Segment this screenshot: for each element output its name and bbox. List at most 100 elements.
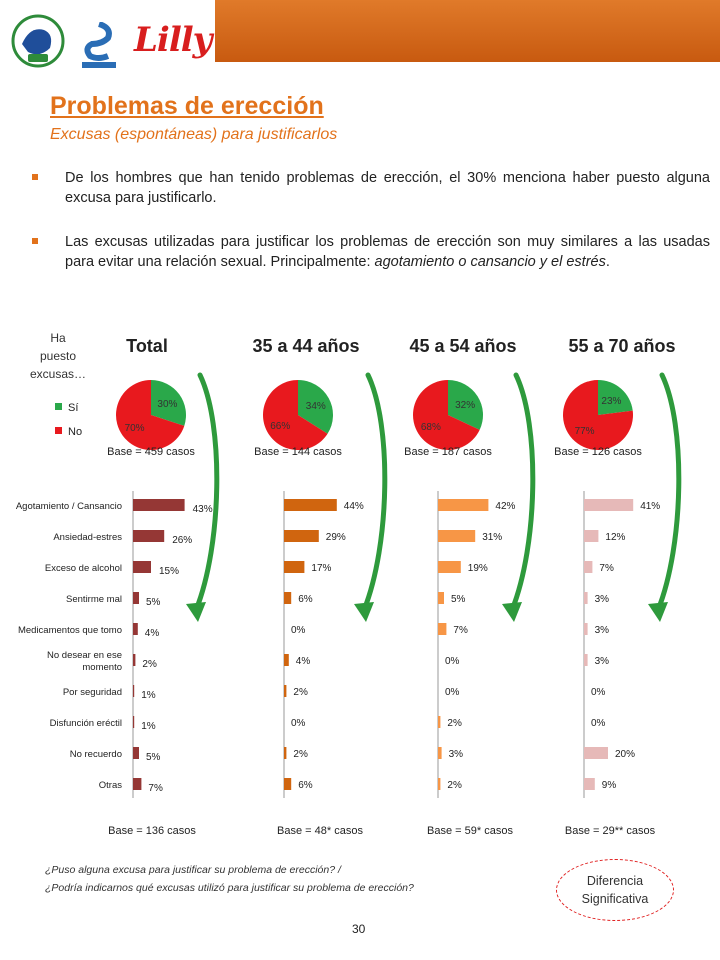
bar (133, 716, 135, 728)
bar-value-label: 0% (291, 718, 306, 729)
category-label: Exceso de alcohol (45, 563, 122, 574)
bar (584, 654, 588, 666)
bar-value-label: 2% (447, 780, 462, 791)
bar-value-label: 3% (449, 749, 464, 760)
pie-base-label: Base = 459 casos (107, 446, 195, 458)
bar (133, 499, 185, 511)
bar-value-label: 0% (591, 718, 606, 729)
category-label: Otras (99, 780, 122, 791)
bar-value-label: 0% (591, 687, 606, 698)
bar (584, 561, 593, 573)
bar-value-label: 2% (293, 749, 308, 760)
bar (284, 592, 292, 604)
category-label: Sentirme mal (66, 594, 122, 605)
bar-value-label: 42% (495, 501, 515, 512)
bar (133, 623, 138, 635)
bar-value-label: 5% (146, 752, 161, 763)
pie-label-no: 68% (421, 422, 441, 433)
legend-swatch-no (55, 427, 62, 434)
trend-arrow-head (186, 602, 206, 622)
pie-label-no: 70% (125, 423, 145, 434)
bar-value-label: 4% (296, 656, 311, 667)
bar (284, 499, 337, 511)
pie-slice-no (116, 380, 185, 450)
logos-area: Lilly (0, 0, 215, 75)
bar (438, 623, 447, 635)
bar (584, 623, 588, 635)
bar-value-label: 41% (640, 501, 660, 512)
category-label: No desear en ese (47, 650, 122, 661)
bar (438, 499, 489, 511)
trend-arrow-head (502, 602, 522, 622)
category-label: Disfunción eréctil (50, 718, 122, 729)
bar (133, 778, 142, 790)
pie-label-no: 66% (270, 421, 290, 432)
category-label: Medicamentos que tomo (18, 625, 122, 636)
legend-swatch-si (55, 403, 62, 410)
pie-slice-si (598, 380, 633, 415)
lilly-logo: Lilly (134, 20, 212, 60)
aess-logo (11, 14, 65, 68)
bar-value-label: 0% (445, 687, 460, 698)
category-label: Ansiedad-estres (53, 532, 122, 543)
bullet-2: Las excusas utilizadas para justificar l… (32, 232, 710, 272)
bar (133, 592, 139, 604)
trend-arrow (509, 372, 536, 613)
bar-value-label: 12% (605, 532, 625, 543)
bar-value-label: 6% (298, 594, 313, 605)
bar (584, 592, 588, 604)
survey-question-2: ¿Podría indicarnos qué excusas utilizó p… (45, 882, 414, 894)
bar-value-label: 1% (141, 690, 156, 701)
bar (133, 654, 136, 666)
bullet-1: De los hombres que han tenido problemas … (32, 168, 710, 208)
bar (438, 561, 461, 573)
bar-value-label: 7% (453, 625, 468, 636)
excuses-chart: Ha puesto excusas… Sí No Total 30% 70% Base = 45… (16, 331, 682, 837)
bar-base-label: Base = 136 casos (108, 825, 196, 837)
bullet-1-text: De los hombres que han tenido problemas … (65, 170, 710, 206)
bar (438, 747, 442, 759)
pie-slice-no (563, 380, 633, 450)
bar (284, 778, 292, 790)
page-title: Problemas de erección (50, 92, 324, 120)
survey-question-1: ¿Puso alguna excusa para justificar su p… (45, 864, 341, 876)
bar (438, 778, 441, 790)
bar-value-label: 5% (451, 594, 466, 605)
group-title: 35 a 44 años (252, 336, 359, 356)
group-title: Total (126, 336, 168, 356)
bar-base-label: Base = 59* casos (427, 825, 513, 837)
bullet-2-text: Las excusas utilizadas para justificar l… (65, 234, 710, 270)
bar (438, 716, 441, 728)
pie-base-label: Base = 144 casos (254, 446, 342, 458)
pie-slice-no (263, 380, 328, 450)
category-label: Agotamiento / Cansancio (16, 501, 122, 512)
bar-value-label: 19% (468, 563, 488, 574)
bullet-2-end: . (605, 254, 610, 270)
bar-value-label: 7% (148, 783, 163, 794)
bar-value-label: 43% (193, 504, 213, 515)
legend-label: No (68, 426, 82, 438)
bar (284, 654, 289, 666)
bar (133, 747, 139, 759)
trend-arrow (361, 372, 388, 613)
trend-arrow-head (648, 602, 668, 622)
bar-value-label: 26% (172, 535, 192, 546)
bar-value-label: 3% (595, 656, 610, 667)
bar-value-label: 9% (602, 780, 617, 791)
bar-value-label: 1% (141, 721, 156, 732)
legend-label: Sí (68, 402, 78, 414)
category-label: No recuerdo (70, 749, 122, 760)
bar-value-label: 31% (482, 532, 502, 543)
bar (284, 530, 319, 542)
bar-value-label: 2% (142, 659, 157, 670)
pie-slice-si (298, 380, 333, 434)
bullet-marker (32, 174, 38, 180)
header-banner (215, 0, 720, 62)
pie-slice-si (151, 380, 186, 426)
page-subtitle: Excusas (espontáneas) para justificarlos (50, 126, 338, 143)
bar-value-label: 15% (159, 566, 179, 577)
asesa-logo (82, 22, 116, 68)
pie-question-label: excusas… (30, 367, 86, 381)
pie-question-label: puesto (40, 349, 76, 363)
group-title: 55 a 70 años (568, 336, 675, 356)
